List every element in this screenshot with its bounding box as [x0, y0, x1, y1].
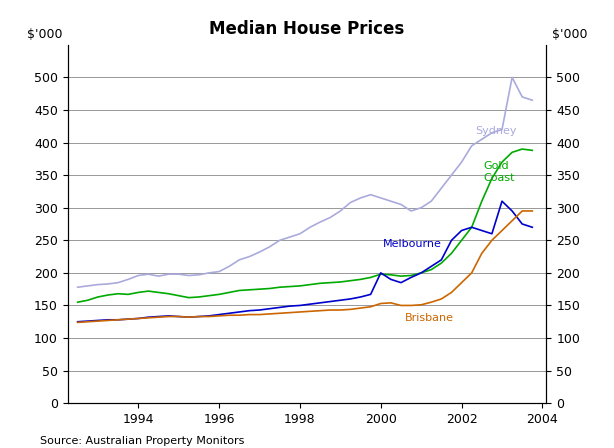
- Text: $'000: $'000: [551, 28, 587, 41]
- Title: Median House Prices: Median House Prices: [209, 20, 405, 38]
- Text: $'000: $'000: [27, 28, 63, 41]
- Text: Gold
Coast: Gold Coast: [484, 161, 515, 183]
- Text: Melbourne: Melbourne: [383, 239, 441, 249]
- Text: Sydney: Sydney: [476, 126, 517, 136]
- Text: Source: Australian Property Monitors: Source: Australian Property Monitors: [40, 435, 244, 445]
- Text: Brisbane: Brisbane: [405, 313, 454, 323]
